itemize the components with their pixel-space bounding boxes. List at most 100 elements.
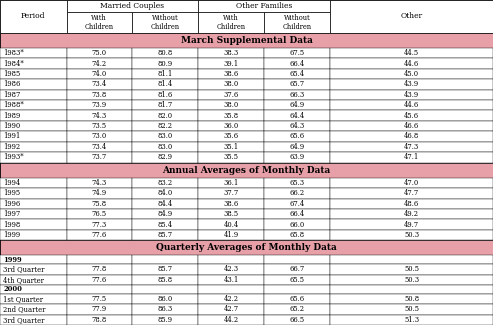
Bar	[198, 90, 264, 100]
Text: 1988*: 1988*	[3, 101, 24, 109]
Bar	[198, 304, 264, 315]
Bar	[198, 142, 264, 152]
Bar	[330, 275, 493, 285]
Text: 83.0: 83.0	[158, 133, 173, 140]
Text: 83.0: 83.0	[158, 143, 173, 151]
Bar	[330, 304, 493, 315]
Text: 38.6: 38.6	[224, 70, 239, 78]
Bar	[198, 178, 264, 188]
Bar	[0, 315, 67, 325]
Text: 41.9: 41.9	[224, 231, 239, 239]
Bar	[330, 79, 493, 90]
Text: 47.7: 47.7	[404, 189, 419, 197]
Bar	[330, 264, 493, 275]
Bar	[0, 162, 493, 178]
Bar	[330, 69, 493, 79]
Bar	[264, 152, 330, 162]
Text: 80.8: 80.8	[158, 49, 173, 57]
Text: 47.1: 47.1	[404, 153, 419, 161]
Text: 35.6: 35.6	[224, 133, 239, 140]
Bar	[0, 304, 67, 315]
Bar	[264, 209, 330, 219]
Text: 65.5: 65.5	[290, 276, 305, 284]
Text: March Supplemental Data: March Supplemental Data	[180, 36, 313, 45]
Bar	[330, 199, 493, 209]
Text: 66.0: 66.0	[290, 221, 305, 228]
Bar	[67, 79, 132, 90]
Text: 42.7: 42.7	[224, 306, 239, 313]
Text: 38.0: 38.0	[224, 81, 239, 88]
Text: 47.3: 47.3	[404, 143, 419, 151]
Text: 48.6: 48.6	[404, 200, 419, 208]
Bar	[0, 58, 67, 69]
Bar	[0, 178, 67, 188]
Bar	[198, 219, 264, 230]
Bar	[132, 69, 198, 79]
Text: 45.0: 45.0	[404, 70, 419, 78]
Bar	[330, 285, 493, 294]
Text: 38.5: 38.5	[224, 210, 239, 218]
Text: 65.4: 65.4	[290, 70, 305, 78]
Text: 66.3: 66.3	[290, 91, 305, 99]
Bar	[264, 199, 330, 209]
Bar	[132, 100, 198, 110]
Bar	[198, 264, 264, 275]
Text: 73.5: 73.5	[92, 122, 107, 130]
Text: 38.6: 38.6	[224, 200, 239, 208]
Text: 50.8: 50.8	[404, 295, 419, 303]
Text: 44.6: 44.6	[404, 60, 419, 68]
Text: 66.4: 66.4	[290, 60, 305, 68]
Bar	[67, 255, 132, 264]
Text: 1992: 1992	[3, 143, 21, 151]
Bar	[198, 69, 264, 79]
Bar	[132, 131, 198, 142]
Bar	[67, 69, 132, 79]
Text: 75.0: 75.0	[92, 49, 107, 57]
Bar	[264, 48, 330, 58]
Text: 43.9: 43.9	[404, 91, 419, 99]
Bar	[330, 58, 493, 69]
Bar	[132, 275, 198, 285]
Bar	[198, 294, 264, 304]
Bar	[0, 219, 67, 230]
Text: 74.0: 74.0	[92, 70, 107, 78]
Bar	[198, 255, 264, 264]
Text: 66.4: 66.4	[290, 210, 305, 218]
Bar	[198, 230, 264, 240]
Text: 65.6: 65.6	[290, 295, 305, 303]
Text: 36.1: 36.1	[224, 179, 239, 187]
Bar	[264, 12, 330, 33]
Bar	[67, 121, 132, 131]
Text: 86.3: 86.3	[158, 306, 173, 313]
Bar	[0, 240, 493, 255]
Bar	[264, 230, 330, 240]
Text: 85.7: 85.7	[158, 266, 173, 273]
Bar	[132, 121, 198, 131]
Text: 1987: 1987	[3, 91, 21, 99]
Bar	[198, 48, 264, 58]
Bar	[67, 58, 132, 69]
Text: 84.9: 84.9	[158, 210, 173, 218]
Bar	[132, 264, 198, 275]
Bar	[67, 178, 132, 188]
Text: 65.6: 65.6	[290, 133, 305, 140]
Text: 66.7: 66.7	[290, 266, 305, 273]
Text: 38.3: 38.3	[224, 49, 239, 57]
Bar	[0, 33, 493, 48]
Bar	[67, 48, 132, 58]
Text: 65.8: 65.8	[290, 231, 305, 239]
Bar	[330, 111, 493, 121]
Bar	[132, 111, 198, 121]
Text: 50.5: 50.5	[404, 266, 419, 273]
Bar	[132, 315, 198, 325]
Bar	[198, 315, 264, 325]
Text: 81.7: 81.7	[158, 101, 173, 109]
Bar	[330, 209, 493, 219]
Text: With
Children: With Children	[216, 14, 246, 31]
Text: 77.9: 77.9	[92, 306, 107, 313]
Bar	[0, 79, 67, 90]
Text: 42.2: 42.2	[224, 295, 239, 303]
Text: 50.3: 50.3	[404, 276, 419, 284]
Text: 46.8: 46.8	[404, 133, 419, 140]
Text: 65.2: 65.2	[290, 306, 305, 313]
